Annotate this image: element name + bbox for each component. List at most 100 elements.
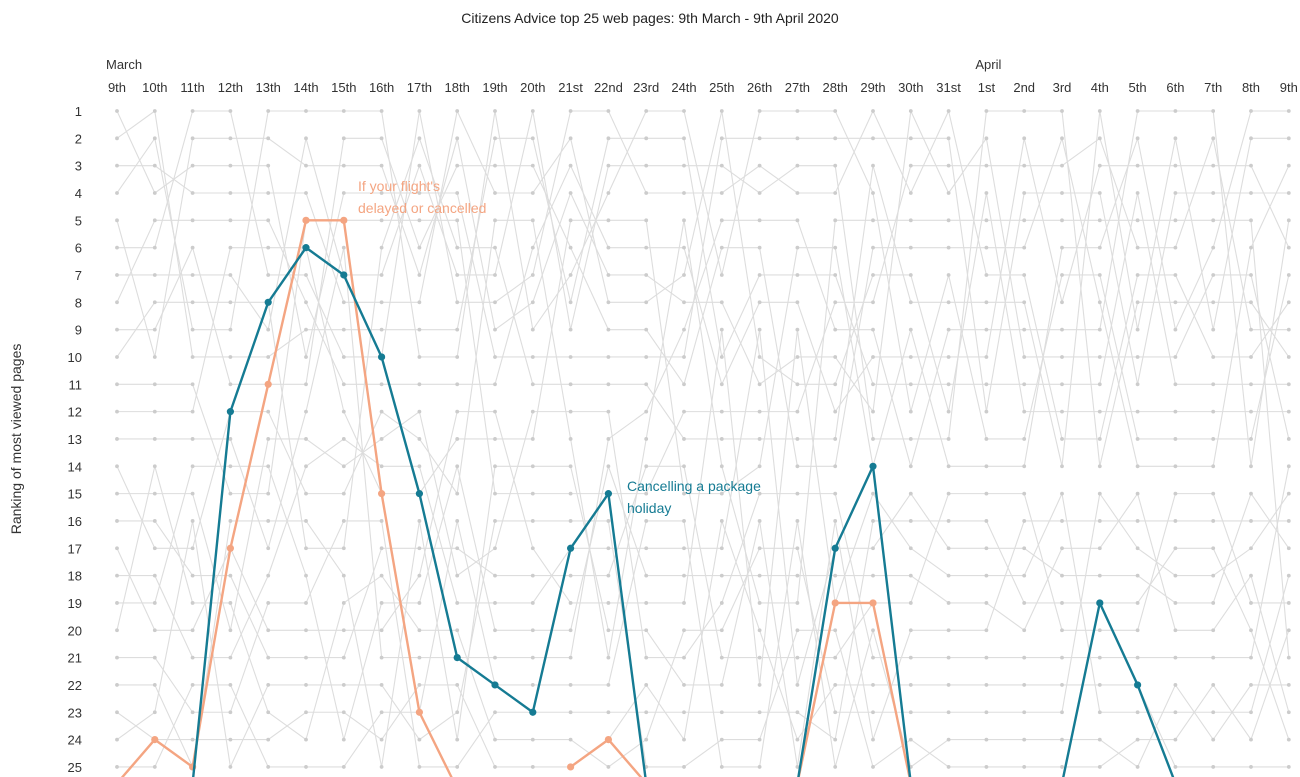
background-point bbox=[266, 628, 270, 632]
background-point bbox=[682, 464, 686, 468]
background-point bbox=[1022, 628, 1026, 632]
background-point bbox=[455, 738, 459, 742]
background-point bbox=[1211, 355, 1215, 359]
background-point bbox=[569, 328, 573, 332]
background-point bbox=[720, 710, 724, 714]
background-point bbox=[796, 164, 800, 168]
background-point bbox=[531, 464, 535, 468]
background-point bbox=[682, 628, 686, 632]
background-point bbox=[682, 136, 686, 140]
background-point bbox=[607, 574, 611, 578]
background-point bbox=[1060, 738, 1064, 742]
background-point bbox=[1287, 765, 1291, 769]
background-point bbox=[455, 300, 459, 304]
background-point bbox=[871, 492, 875, 496]
series-line bbox=[117, 220, 457, 777]
background-point bbox=[493, 628, 497, 632]
background-point bbox=[153, 464, 157, 468]
background-point bbox=[266, 710, 270, 714]
background-point bbox=[796, 464, 800, 468]
background-point bbox=[947, 218, 951, 222]
background-point bbox=[871, 109, 875, 113]
background-point bbox=[1249, 191, 1253, 195]
background-point bbox=[1060, 765, 1064, 769]
background-point bbox=[682, 355, 686, 359]
background-point bbox=[191, 656, 195, 660]
series-point bbox=[378, 353, 385, 360]
background-point bbox=[418, 574, 422, 578]
background-point bbox=[569, 273, 573, 277]
background-point bbox=[569, 136, 573, 140]
background-point bbox=[115, 437, 119, 441]
background-point bbox=[607, 109, 611, 113]
background-point bbox=[115, 738, 119, 742]
background-point bbox=[871, 656, 875, 660]
background-point bbox=[871, 273, 875, 277]
background-point bbox=[833, 464, 837, 468]
x-tick-label: 1st bbox=[978, 80, 996, 95]
background-point bbox=[833, 574, 837, 578]
background-point bbox=[191, 164, 195, 168]
background-point bbox=[833, 710, 837, 714]
background-point bbox=[418, 109, 422, 113]
background-point bbox=[871, 191, 875, 195]
background-point bbox=[115, 218, 119, 222]
background-point bbox=[1022, 355, 1026, 359]
background-point bbox=[266, 519, 270, 523]
background-point bbox=[493, 273, 497, 277]
background-point bbox=[947, 382, 951, 386]
background-point bbox=[758, 164, 762, 168]
background-point bbox=[1287, 355, 1291, 359]
background-point bbox=[191, 273, 195, 277]
background-point bbox=[1249, 546, 1253, 550]
background-point bbox=[1022, 519, 1026, 523]
y-tick-label: 17 bbox=[68, 541, 82, 556]
background-point bbox=[1287, 300, 1291, 304]
x-tick-label: 2nd bbox=[1013, 80, 1035, 95]
background-point bbox=[342, 246, 346, 250]
background-point bbox=[455, 191, 459, 195]
background-point bbox=[796, 109, 800, 113]
background-point bbox=[1136, 656, 1140, 660]
background-point bbox=[947, 136, 951, 140]
background-point bbox=[1174, 382, 1178, 386]
background-point bbox=[796, 410, 800, 414]
background-point bbox=[644, 218, 648, 222]
background-point bbox=[682, 410, 686, 414]
background-point bbox=[380, 464, 384, 468]
background-point bbox=[1174, 710, 1178, 714]
background-point bbox=[644, 710, 648, 714]
background-point bbox=[644, 328, 648, 332]
background-point bbox=[1022, 546, 1026, 550]
background-point bbox=[531, 164, 535, 168]
background-point bbox=[115, 492, 119, 496]
background-point bbox=[229, 574, 233, 578]
background-point bbox=[1174, 492, 1178, 496]
background-point bbox=[493, 410, 497, 414]
series-point bbox=[378, 490, 385, 497]
background-point bbox=[569, 601, 573, 605]
background-point bbox=[758, 437, 762, 441]
background-point bbox=[1287, 464, 1291, 468]
background-point bbox=[1060, 546, 1064, 550]
background-point bbox=[871, 574, 875, 578]
background-point bbox=[191, 382, 195, 386]
background-point bbox=[1098, 410, 1102, 414]
background-point bbox=[266, 191, 270, 195]
background-point bbox=[682, 519, 686, 523]
annotation-flight-delayed: If your flight's bbox=[358, 178, 440, 194]
background-point bbox=[1098, 328, 1102, 332]
background-point bbox=[455, 574, 459, 578]
background-point bbox=[1060, 656, 1064, 660]
background-point bbox=[720, 683, 724, 687]
background-point bbox=[380, 410, 384, 414]
background-point bbox=[418, 328, 422, 332]
background-point bbox=[418, 300, 422, 304]
background-point bbox=[1249, 574, 1253, 578]
background-point bbox=[947, 738, 951, 742]
x-tick-label: 27th bbox=[785, 80, 810, 95]
background-point bbox=[229, 710, 233, 714]
background-point bbox=[1287, 546, 1291, 550]
series-point bbox=[227, 408, 234, 415]
